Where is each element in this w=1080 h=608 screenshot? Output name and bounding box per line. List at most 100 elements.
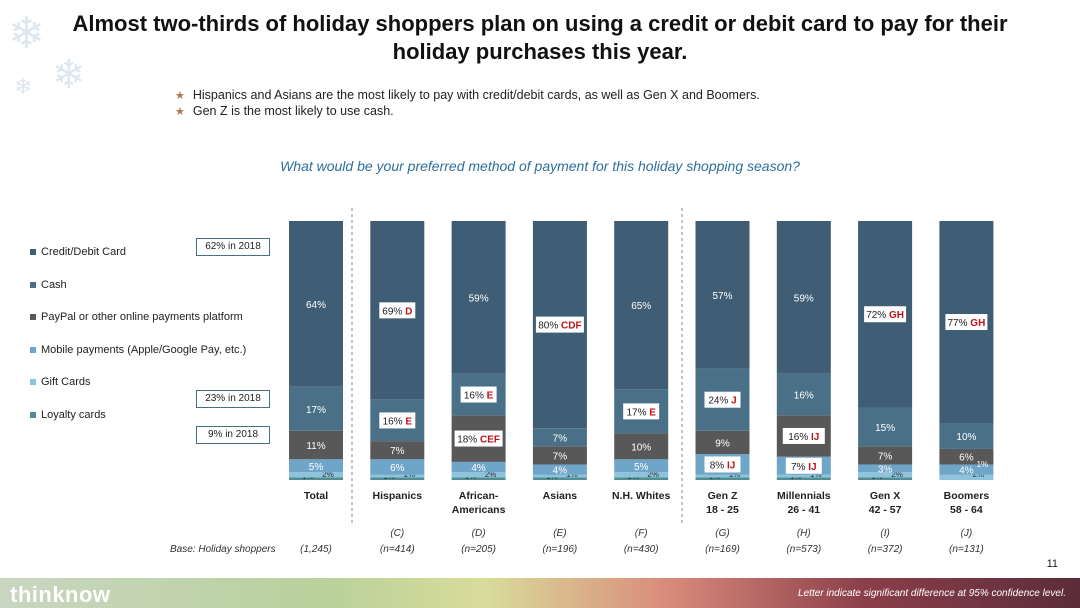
data-label: 24% J — [708, 396, 736, 407]
callout-2018-paypal: 9% in 2018 — [196, 426, 270, 444]
label-box — [623, 403, 660, 420]
bullet-text: Hispanics and Asians are the most likely… — [192, 88, 760, 102]
category-label: 42 - 57 — [869, 504, 902, 516]
legend-swatch — [30, 379, 36, 386]
legend-item: Credit/Debit Card — [30, 246, 126, 258]
bar-segment — [614, 221, 669, 390]
page-number: 11 — [1046, 558, 1058, 570]
label-box — [454, 430, 503, 447]
category-label: 26 - 41 — [787, 504, 820, 516]
bar-segment — [289, 472, 343, 478]
category-label: Asians — [543, 490, 578, 502]
column-letter: (F) — [635, 528, 648, 539]
bar-segment — [776, 474, 831, 478]
data-label: 4% — [959, 466, 974, 477]
data-label: 7% — [553, 451, 568, 462]
category-label: 58 - 64 — [950, 504, 983, 516]
label-box — [535, 316, 584, 333]
data-label: 57% — [712, 291, 732, 302]
legend-label: PayPal or other online payments platform — [41, 311, 243, 323]
bar-segment — [451, 221, 506, 374]
legend-item: Cash — [30, 279, 67, 291]
label-box — [704, 456, 741, 473]
data-label: 64% — [306, 300, 326, 311]
bullet-text: Gen Z is the most likely to use cash. — [192, 104, 394, 118]
label-box — [864, 306, 907, 323]
legend-item: Mobile payments (Apple/Google Pay, etc.) — [30, 344, 246, 356]
data-label: 80% CDF — [538, 321, 581, 332]
data-label: 16% IJ — [788, 432, 819, 443]
data-label: 2% — [891, 470, 903, 479]
bar-segment — [939, 474, 994, 480]
data-label: 7% IJ — [791, 462, 817, 473]
page-title: Almost two-thirds of holiday shoppers pl… — [72, 11, 1008, 64]
snowflake-icon: ❄ — [14, 74, 33, 99]
star-icon: ★ — [175, 90, 185, 102]
legend-label: Gift Cards — [41, 376, 91, 388]
data-label: 17% — [306, 405, 326, 416]
base-size: (n=414) — [380, 544, 415, 555]
bar-segment — [858, 472, 913, 478]
bar-segment — [370, 441, 425, 460]
bar-segment — [614, 433, 669, 460]
column-letter: (H) — [797, 528, 811, 539]
data-label: 3% — [878, 464, 893, 475]
bar-segment — [614, 477, 669, 480]
data-label: 59% — [469, 293, 489, 304]
bar-segment — [614, 459, 669, 473]
label-box — [704, 391, 741, 408]
data-label: 17% E — [626, 407, 656, 418]
base-size: (n=205) — [461, 544, 496, 555]
column-letter: (C) — [390, 528, 404, 539]
category-label: African- — [459, 490, 499, 502]
base-size: (1,245) — [300, 544, 332, 555]
bar-segment — [370, 477, 425, 480]
footer-band — [0, 578, 1080, 608]
bullet-1: ★ Hispanics and Asians are the most likel… — [175, 88, 760, 102]
bar-segment — [370, 474, 425, 478]
legend-label: Mobile payments (Apple/Google Pay, etc.) — [41, 343, 247, 356]
footnote: Letter indicate significant difference a… — [798, 588, 1066, 599]
data-label: 1% — [977, 460, 989, 469]
bar-segment — [532, 464, 587, 475]
data-label: 4% — [471, 463, 486, 474]
bar-segment — [451, 472, 506, 478]
data-label: 10% — [631, 442, 651, 453]
legend-swatch — [30, 281, 36, 288]
base-size: (n=169) — [705, 544, 740, 555]
data-label: 69% D — [382, 306, 412, 317]
bar-segment — [289, 459, 343, 473]
bar-segment — [289, 430, 343, 460]
data-label: 5% — [634, 462, 649, 473]
brand-logo: thinknow — [10, 582, 111, 607]
bar-segment — [858, 477, 913, 480]
base-size: (n=573) — [786, 544, 821, 555]
legend-swatch — [30, 314, 36, 321]
category-label: Millennials — [777, 490, 831, 502]
bar-segment — [939, 448, 994, 465]
label-box — [945, 314, 988, 331]
legend-item: Gift Cards — [30, 376, 91, 388]
category-label: Gen X — [870, 490, 900, 502]
bar-segment — [532, 477, 587, 480]
data-label: 2% — [322, 470, 334, 479]
legend-label: Cash — [41, 278, 67, 291]
data-label: 8% IJ — [710, 460, 736, 471]
legend-swatch — [30, 346, 36, 353]
bar-segment — [532, 474, 587, 478]
bar-segment — [614, 472, 669, 478]
base-size: (n=131) — [949, 544, 984, 555]
bar-segment — [776, 221, 831, 374]
data-label: 77% GH — [948, 318, 986, 329]
bullet-2: ★ Gen Z is the most likely to use cash. — [175, 104, 394, 118]
data-label: 15% — [875, 423, 895, 434]
legend-item: Loyalty cards — [30, 409, 106, 421]
bar-segment — [451, 461, 506, 473]
data-label: 18% CEF — [457, 435, 500, 446]
snowflake-icon: ❄ — [8, 9, 45, 58]
column-letter: (E) — [553, 528, 566, 539]
base-size: (n=430) — [624, 544, 659, 555]
column-letter: (I) — [880, 528, 889, 539]
base-size: (n=196) — [543, 544, 578, 555]
bar-segment — [695, 477, 750, 480]
